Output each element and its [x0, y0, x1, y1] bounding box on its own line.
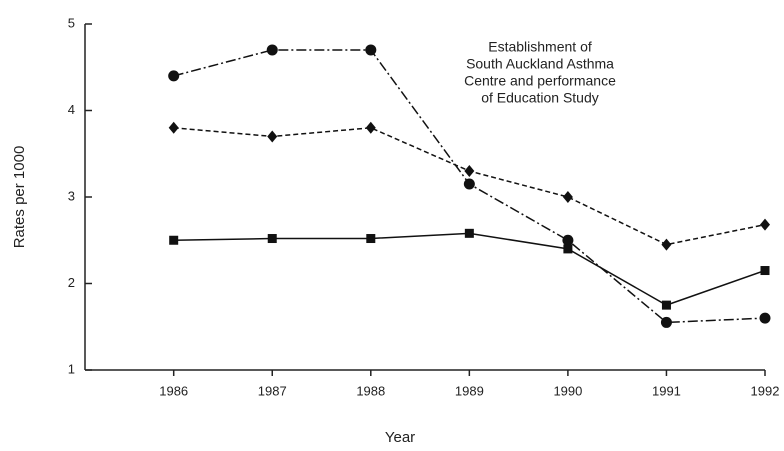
y-tick-label: 4: [68, 102, 75, 117]
x-tick-label: 1991: [652, 383, 681, 398]
annotation: South Auckland Asthma: [466, 56, 614, 72]
marker: [463, 178, 475, 190]
y-tick-label: 3: [68, 188, 75, 203]
marker: [267, 130, 278, 143]
marker: [168, 70, 180, 82]
annotation: Centre and performance: [464, 73, 616, 89]
series-line: [173, 232, 766, 306]
marker: [562, 191, 573, 203]
marker: [760, 218, 770, 231]
x-tick-label: 1986: [159, 383, 188, 398]
x-tick-label: 1987: [258, 383, 287, 398]
marker: [661, 238, 672, 251]
x-tick-label: 1990: [553, 383, 582, 398]
y-tick-label: 2: [68, 275, 75, 290]
marker: [464, 228, 474, 238]
marker: [661, 300, 671, 310]
marker: [464, 165, 475, 178]
x-tick-label: 1989: [455, 383, 484, 398]
marker: [266, 44, 278, 56]
marker: [168, 121, 179, 134]
marker: [760, 266, 770, 276]
x-tick-label: 1992: [751, 383, 780, 398]
y-axis-label: Rates per 1000: [11, 146, 28, 249]
y-tick-label: 5: [68, 15, 75, 30]
marker: [759, 312, 771, 324]
annotation: Establishment of: [488, 39, 592, 55]
marker: [562, 234, 574, 246]
x-tick-label: 1988: [356, 383, 385, 398]
marker: [365, 44, 377, 56]
y-tick-label: 1: [68, 361, 75, 376]
marker: [365, 121, 376, 134]
marker: [660, 316, 672, 328]
marker: [563, 244, 573, 254]
marker: [169, 235, 179, 245]
marker: [267, 234, 277, 244]
marker: [366, 234, 376, 244]
x-axis-label: Year: [385, 429, 415, 446]
annotation: of Education Study: [481, 90, 599, 106]
